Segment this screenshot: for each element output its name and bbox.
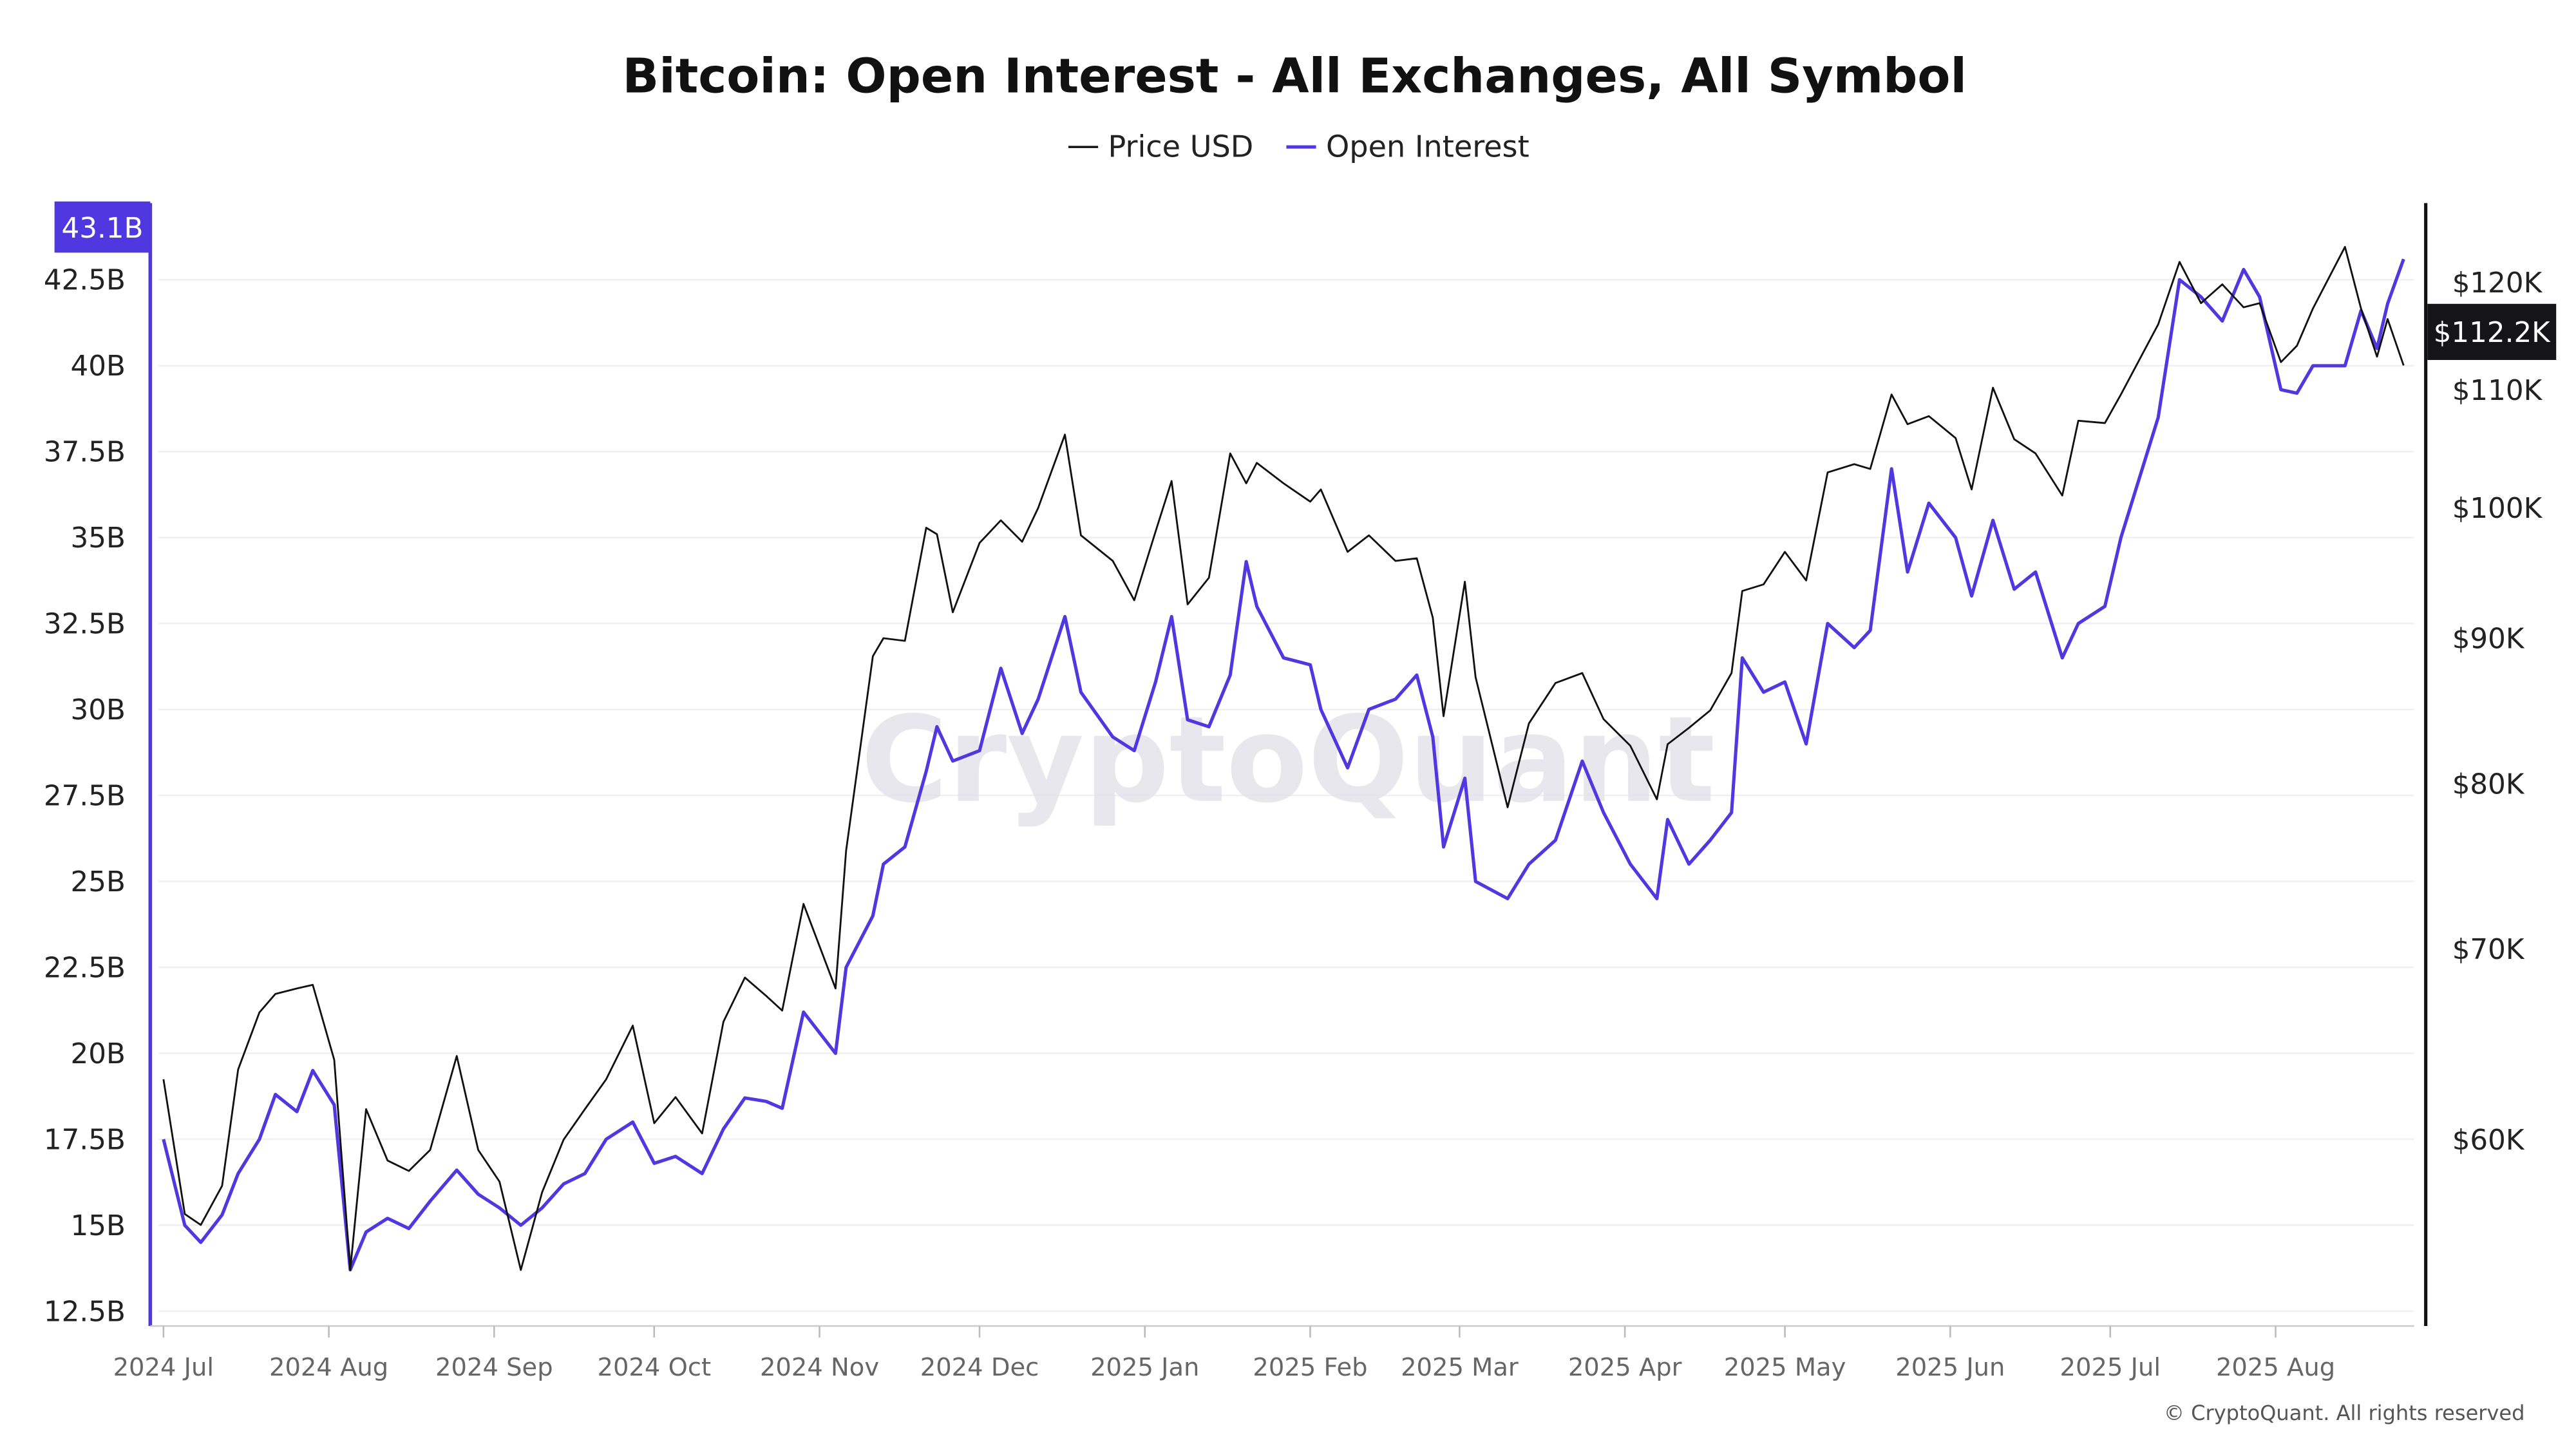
chart-title: Bitcoin: Open Interest - All Exchanges, … (623, 48, 1967, 104)
x-tick-label: 2024 Nov (760, 1353, 879, 1382)
right-tick-label: $70K (2452, 934, 2525, 966)
left-tick-label: 22.5B (44, 952, 126, 984)
x-tick-label: 2024 Jul (113, 1353, 214, 1382)
x-tick-label: 2024 Oct (598, 1353, 712, 1382)
legend-item-open-interest[interactable]: Open Interest (1286, 129, 1530, 164)
right-tick-label: $80K (2452, 769, 2525, 801)
x-tick-label: 2025 May (1724, 1353, 1846, 1382)
left-tick-label: 40B (71, 350, 126, 383)
x-tick-label: 2025 Jan (1090, 1353, 1199, 1382)
x-tick-label: 2025 Jun (1895, 1353, 2005, 1382)
copyright: © CryptoQuant. All rights reserved (2164, 1401, 2525, 1425)
legend-label-open-interest: Open Interest (1326, 129, 1530, 164)
left-tick-label: 17.5B (44, 1124, 126, 1156)
right-tick-label: $120K (2452, 267, 2543, 299)
x-tick-label: 2025 Jul (2060, 1353, 2161, 1382)
x-tick-label: 2025 Mar (1401, 1353, 1519, 1382)
x-tick-label: 2025 Apr (1568, 1353, 1682, 1382)
left-tick-label: 37.5B (44, 437, 126, 469)
right-tick-label: $100K (2452, 493, 2543, 525)
right-tick-label: $110K (2452, 375, 2543, 407)
x-tick-label: 2025 Feb (1253, 1353, 1367, 1382)
legend-item-price[interactable]: Price USD (1068, 129, 1253, 164)
left-tick-label: 32.5B (44, 609, 126, 641)
left-axis-ticks: 12.5B 15B 17.5B 20B 22.5B 25B 27.5B 30B 32.5B 35B… (44, 265, 126, 1329)
oi-last-value-tag: 43.1B (54, 201, 151, 253)
open-interest-line (162, 258, 2405, 1272)
x-tick-label: 2024 Sep (435, 1353, 553, 1382)
price-last-value-tag: $112.2K (2427, 303, 2557, 360)
oi-last-value-label: 43.1B (62, 213, 144, 245)
left-tick-label: 25B (71, 866, 126, 898)
left-tick-label: 35B (71, 522, 126, 554)
watermark: CryptoQuant (861, 691, 1716, 829)
series-layer (162, 245, 2405, 1272)
right-axis-ticks: $60K $70K $80K $90K $100K $110K $120K (2452, 267, 2543, 1157)
left-tick-label: 30B (71, 694, 126, 726)
right-tick-label: $90K (2452, 623, 2525, 655)
legend-label-price: Price USD (1108, 129, 1254, 164)
x-axis-ticks: 2024 Jul 2024 Aug 2024 Sep 2024 Oct 2024 Nov… (113, 1325, 2335, 1382)
x-tick-label: 2025 Aug (2216, 1353, 2335, 1382)
left-tick-label: 15B (71, 1210, 126, 1242)
gridlines (158, 279, 2414, 1312)
price-usd-line (162, 245, 2405, 1271)
right-tick-label: $60K (2452, 1124, 2525, 1157)
left-tick-label: 42.5B (44, 265, 126, 297)
left-tick-label: 12.5B (44, 1296, 126, 1328)
price-last-value-label: $112.2K (2434, 317, 2551, 349)
x-tick-label: 2024 Dec (920, 1353, 1039, 1382)
x-tick-label: 2024 Aug (269, 1353, 388, 1382)
left-tick-label: 27.5B (44, 781, 126, 813)
legend: Price USD Open Interest (1068, 129, 1530, 164)
left-tick-label: 20B (71, 1038, 126, 1070)
